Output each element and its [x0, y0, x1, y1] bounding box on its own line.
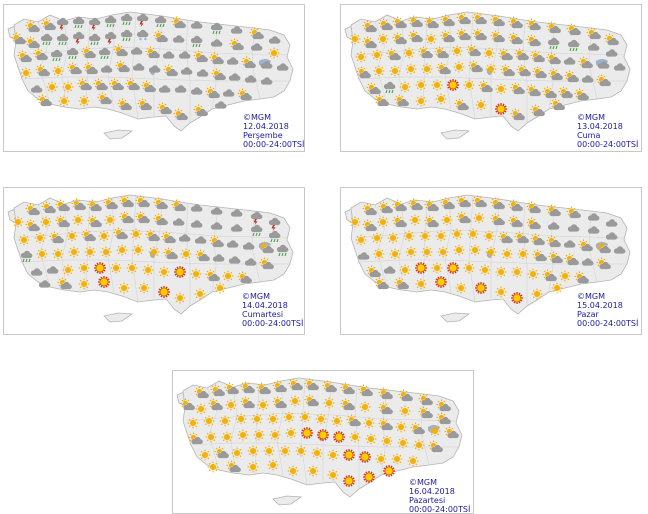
- forecast-map-day3: ©MGM 14.04.2018 Cumartesi 00:00-24:00TSİ: [3, 187, 305, 335]
- day-text: Cumartesi: [242, 310, 303, 319]
- hours-text: 00:00-24:00TSİ: [577, 319, 638, 328]
- cyprus-outline: [104, 130, 132, 139]
- forecast-map-day2: ©MGM 13.04.2018 Cuma 00:00-24:00TSİ: [340, 4, 642, 152]
- credit-text: ©MGM: [409, 478, 470, 487]
- cyprus-outline: [441, 130, 469, 139]
- date-text: 16.04.2018: [409, 487, 470, 496]
- hours-text: 00:00-24:00TSİ: [242, 319, 303, 328]
- day-text: Pazartesi: [409, 496, 470, 505]
- credit-text: ©MGM: [243, 113, 304, 122]
- map-caption: ©MGM 13.04.2018 Cuma 00:00-24:00TSİ: [577, 113, 638, 149]
- hours-text: 00:00-24:00TSİ: [577, 140, 638, 149]
- forecast-map-day4: ©MGM 15.04.2018 Pazar 00:00-24:00TSİ: [340, 187, 642, 335]
- cyprus-outline: [441, 313, 469, 322]
- forecast-map-day1: * * ©MGM 12.04.2018 Perşembe 00:00-24:00…: [3, 4, 305, 152]
- day-text: Cuma: [577, 131, 638, 140]
- svg-text:* *: * *: [139, 37, 147, 44]
- credit-text: ©MGM: [577, 113, 638, 122]
- date-text: 14.04.2018: [242, 301, 303, 310]
- forecast-map-day5: ©MGM 16.04.2018 Pazartesi 00:00-24:00TSİ: [172, 370, 474, 514]
- map-caption: ©MGM 15.04.2018 Pazar 00:00-24:00TSİ: [577, 292, 638, 328]
- hours-text: 00:00-24:00TSİ: [409, 505, 470, 514]
- day-text: Perşembe: [243, 131, 304, 140]
- credit-text: ©MGM: [577, 292, 638, 301]
- hours-text: 00:00-24:00TSİ: [243, 140, 304, 149]
- day-text: Pazar: [577, 310, 638, 319]
- map-caption: ©MGM 14.04.2018 Cumartesi 00:00-24:00TSİ: [242, 292, 303, 328]
- map-caption: ©MGM 16.04.2018 Pazartesi 00:00-24:00TSİ: [409, 478, 470, 514]
- cyprus-outline: [273, 496, 301, 505]
- cyprus-outline: [104, 313, 132, 322]
- date-text: 15.04.2018: [577, 301, 638, 310]
- date-text: 13.04.2018: [577, 122, 638, 131]
- map-caption: ©MGM 12.04.2018 Perşembe 00:00-24:00TSİ: [243, 113, 304, 149]
- date-text: 12.04.2018: [243, 122, 304, 131]
- credit-text: ©MGM: [242, 292, 303, 301]
